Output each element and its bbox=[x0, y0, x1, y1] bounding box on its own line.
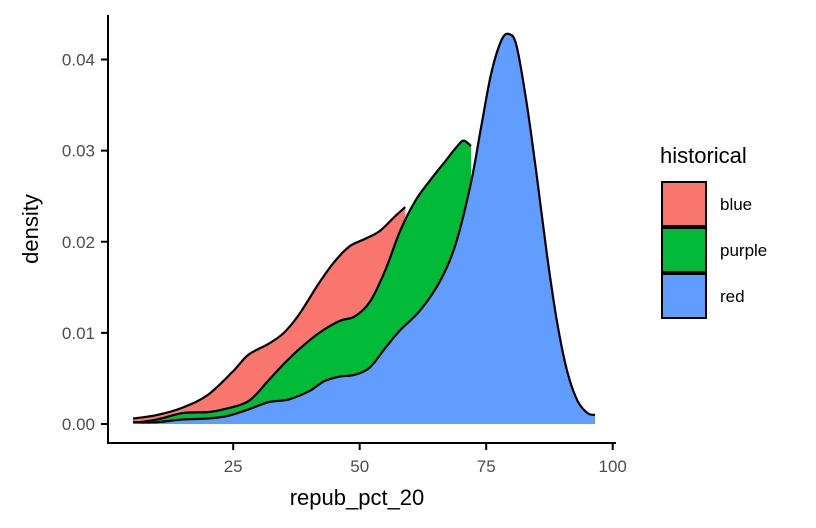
legend-key-red bbox=[661, 273, 707, 319]
x-axis-title: repub_pct_20 bbox=[290, 485, 425, 510]
x-axis-ticks: 25 50 75 100 bbox=[224, 443, 627, 476]
area-red bbox=[133, 33, 595, 424]
x-tick-label: 50 bbox=[350, 457, 369, 476]
legend-label-red: red bbox=[720, 287, 745, 306]
y-tick-label: 0.02 bbox=[62, 233, 95, 252]
x-tick-label: 100 bbox=[599, 457, 627, 476]
x-tick-label: 25 bbox=[224, 457, 243, 476]
density-line-purple bbox=[132, 139, 472, 425]
density-line-red bbox=[132, 32, 596, 424]
x-tick-label: 75 bbox=[477, 457, 496, 476]
y-tick-label: 0.01 bbox=[62, 324, 95, 343]
y-axis-ticks: 0.00 0.01 0.02 0.03 0.04 bbox=[62, 51, 108, 434]
density-areas bbox=[132, 32, 596, 425]
y-tick-label: 0.03 bbox=[62, 142, 95, 161]
legend-label-purple: purple bbox=[720, 241, 767, 260]
y-axis-title: density bbox=[18, 194, 43, 264]
legend-key-blue bbox=[661, 181, 707, 227]
y-tick-label: 0.00 bbox=[62, 415, 95, 434]
legend-title: historical bbox=[660, 143, 747, 168]
legend-label-blue: blue bbox=[720, 195, 752, 214]
density-line-blue bbox=[132, 206, 406, 420]
legend: historical blue purple red bbox=[660, 143, 767, 319]
y-tick-label: 0.04 bbox=[62, 51, 95, 70]
legend-key-purple bbox=[661, 227, 707, 273]
